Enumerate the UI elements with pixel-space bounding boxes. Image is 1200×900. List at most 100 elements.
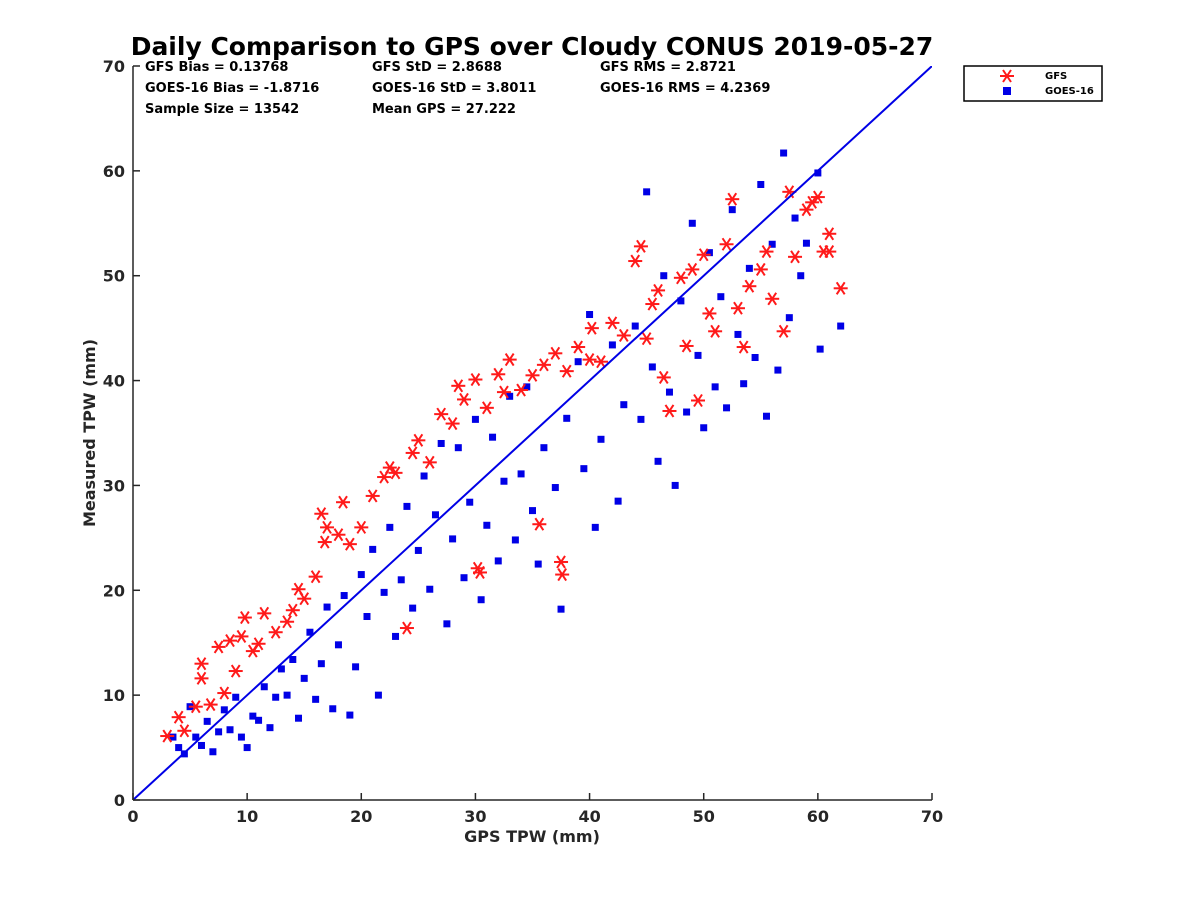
x-tick-label: 70: [921, 807, 943, 826]
goes16-point: [557, 605, 565, 613]
goes16-point: [192, 733, 200, 741]
goes16-point: [728, 206, 736, 214]
gfs-point: [502, 353, 517, 367]
gfs-point: [496, 385, 511, 399]
goes16-point: [175, 744, 183, 752]
goes16-point: [334, 641, 342, 649]
goes16-point: [780, 149, 788, 157]
gfs-point: [237, 610, 252, 625]
gfs-point: [685, 262, 700, 276]
goes16-point: [363, 613, 371, 620]
gfs-point: [342, 537, 357, 551]
goes16-point: [409, 604, 417, 612]
gfs-point: [639, 332, 654, 346]
gfs-point: [525, 368, 540, 382]
y-axis-label: Measured TPW (mm): [80, 339, 99, 527]
gfs-point: [160, 729, 175, 743]
goes16-point: [586, 311, 594, 319]
chart-title: Daily Comparison to GPS over Cloudy CONU…: [131, 32, 934, 61]
goes16-point: [420, 472, 428, 480]
goes16-point: [483, 521, 491, 529]
data-points: [160, 149, 848, 758]
gfs-point: [536, 358, 551, 372]
goes16-point: [277, 665, 285, 673]
gfs-point: [320, 520, 335, 534]
goes16-point: [374, 691, 382, 699]
goes16-point: [392, 632, 400, 640]
gfs-point: [472, 565, 487, 580]
gfs-point: [736, 340, 751, 354]
gfs-point: [555, 568, 570, 582]
x-tick-label: 50: [693, 807, 715, 826]
gfs-point: [805, 195, 820, 209]
gfs-point: [388, 466, 403, 480]
goes16-point: [283, 691, 291, 699]
goes16-point: [534, 560, 542, 568]
goes16-point: [346, 711, 354, 719]
gfs-point: [234, 629, 249, 643]
goes16-point: [517, 470, 525, 478]
gfs-point: [331, 528, 346, 542]
gfs-point: [411, 433, 426, 447]
gfs-point: [559, 364, 574, 378]
goes16-point: [785, 314, 793, 322]
gfs-point: [679, 339, 694, 353]
goes16-point: [500, 477, 508, 485]
goes16-point: [226, 726, 234, 734]
goes16-point: [574, 358, 582, 366]
stat-goes-std: GOES-16 StD = 3.8011: [372, 81, 536, 96]
goes16-point: [306, 628, 314, 636]
y-tick-label: 0: [114, 791, 125, 810]
y-tick-label: 60: [103, 162, 125, 181]
gfs-point: [245, 644, 260, 658]
goes16-point: [523, 383, 531, 391]
goes16-point: [215, 728, 223, 736]
goes16-point: [757, 180, 765, 188]
stat-gfs-std: GFS StD = 2.8688: [372, 60, 502, 75]
goes16-point: [620, 401, 628, 409]
legend: GFS GOES-16: [963, 65, 1103, 102]
goes16-point: [312, 695, 320, 703]
goes16-point: [369, 545, 377, 553]
goes16-point: [688, 219, 696, 227]
goes16-point: [426, 585, 434, 593]
gfs-point: [194, 671, 209, 685]
gfs-point: [691, 393, 706, 408]
goes16-point: [466, 498, 474, 506]
gfs-point: [268, 625, 283, 639]
gfs-point: [382, 461, 397, 475]
goes16-point: [169, 733, 177, 741]
goes16-point: [802, 239, 810, 247]
goes16-point: [380, 588, 388, 596]
goes16-point: [197, 741, 205, 749]
goes16-point: [443, 620, 451, 628]
x-tick-label: 40: [578, 807, 600, 826]
goes16-point: [471, 415, 479, 423]
goes16-point: [700, 424, 708, 432]
goes16-point: [631, 322, 639, 330]
goes16-point: [272, 693, 280, 701]
goes16-point: [357, 571, 365, 579]
gfs-point: [317, 535, 332, 549]
goes16-point: [266, 724, 274, 732]
goes16-point: [329, 705, 337, 713]
gfs-point: [584, 321, 599, 335]
goes16-point: [237, 733, 245, 741]
stats-block: GFS Bias = 0.13768 GFS StD = 2.8688 GFS …: [145, 60, 770, 117]
legend-goes-square-icon: [1003, 87, 1011, 95]
goes16-point: [751, 354, 759, 362]
goes16-point: [255, 716, 263, 724]
gfs-point: [228, 664, 243, 678]
gfs-point: [633, 239, 648, 253]
gfs-point: [479, 401, 494, 415]
goes16-point: [797, 272, 805, 280]
stat-mean-gps: Mean GPS = 27.222: [372, 102, 516, 117]
goes16-point: [734, 330, 742, 338]
goes16-point: [683, 408, 691, 416]
gfs-point: [673, 271, 688, 285]
gfs-point: [434, 407, 449, 421]
gfs-point: [491, 367, 506, 381]
goes16-point: [816, 345, 824, 353]
goes16-point: [352, 663, 360, 671]
x-tick-label: 10: [236, 807, 258, 826]
